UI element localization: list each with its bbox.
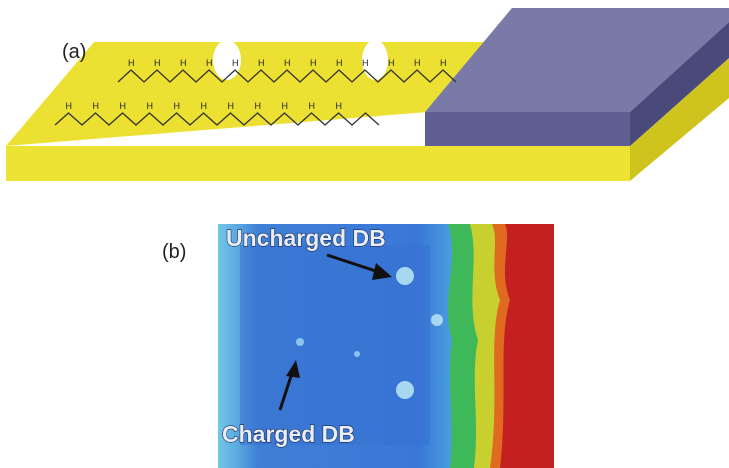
h-label: H <box>388 58 395 68</box>
panel-label: (a) <box>62 41 86 63</box>
panel-label: (b) <box>162 241 186 263</box>
h-label: H <box>255 101 262 111</box>
h-label: H <box>174 101 181 111</box>
h-label: H <box>258 58 265 68</box>
h-label: H <box>180 58 187 68</box>
annotation: Charged DB <box>222 421 355 447</box>
h-label: H <box>201 101 208 111</box>
figure: (a) (b) Uncharged DB Charged DB H H H H H H H H… <box>0 0 729 468</box>
h-label: H <box>147 101 154 111</box>
h-label: H <box>336 101 343 111</box>
h-label: H <box>228 101 235 111</box>
substrate <box>6 8 729 181</box>
h-label: H <box>284 58 291 68</box>
h-label: H <box>309 101 316 111</box>
h-label: H <box>282 101 289 111</box>
h-label: H <box>362 58 369 68</box>
h-label: H <box>440 58 447 68</box>
h-label: H <box>128 58 135 68</box>
h-label: H <box>310 58 317 68</box>
h-label: H <box>414 58 421 68</box>
h-label: H <box>120 101 127 111</box>
h-label: H <box>232 58 239 68</box>
h-label: H <box>154 58 161 68</box>
h-label: H <box>206 58 213 68</box>
h-label: H <box>93 101 100 111</box>
h-label: H <box>66 101 73 111</box>
annotation: Uncharged DB <box>226 225 386 251</box>
h-label: H <box>336 58 343 68</box>
